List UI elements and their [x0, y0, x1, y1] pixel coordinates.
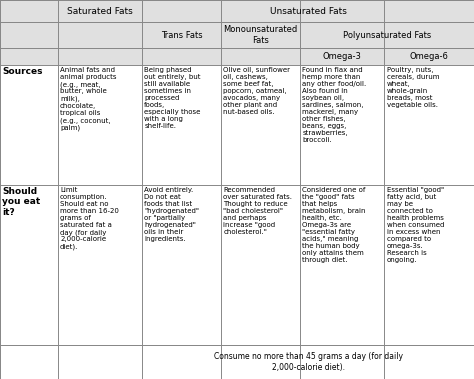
Bar [301, 22, 384, 48]
Text: Olive oil, sunflower
oil, cashews,
some beef fat,
popcorn, oatmeal,
avocados, ma: Olive oil, sunflower oil, cashews, some … [223, 67, 290, 115]
Text: Found in flax and
hemp more than
any other food/oil.
Also found in
soybean oil,
: Found in flax and hemp more than any oth… [302, 67, 366, 143]
Text: Polyunsaturated Fats: Polyunsaturated Fats [343, 30, 431, 39]
Text: Omega-3: Omega-3 [323, 52, 362, 61]
Text: Essential "good"
fatty acid, but
may be
connected to
health problems
when consum: Essential "good" fatty acid, but may be … [387, 187, 444, 263]
Text: Trans Fats: Trans Fats [161, 30, 202, 39]
Text: Poultry, nuts,
cereals, durum
wheat,
whole-grain
breads, most
vegetable oils.: Poultry, nuts, cereals, durum wheat, who… [387, 67, 439, 108]
Text: Omega-6: Omega-6 [410, 52, 449, 61]
Bar [0, 345, 474, 379]
Text: Unsaturated Fats: Unsaturated Fats [270, 6, 346, 16]
Text: Saturated Fats: Saturated Fats [67, 6, 133, 16]
Text: Considered one of
the "good" fats
that helps
metabolism, brain
health, etc.
Omeg: Considered one of the "good" fats that h… [302, 187, 366, 263]
Text: Animal fats and
animal products
(e.g., meat,
butter, whole
milk),
chocolate,
tro: Animal fats and animal products (e.g., m… [60, 67, 117, 131]
Bar [143, 345, 384, 379]
Text: Avoid entirely.
Do not eat
foods that list
"hydrogenated"
or "partially
hydrogen: Avoid entirely. Do not eat foods that li… [144, 187, 199, 242]
Bar [0, 185, 474, 345]
Text: Recommended
over saturated fats.
Thought to reduce
"bad cholesterol"
and perhaps: Recommended over saturated fats. Thought… [223, 187, 292, 235]
Bar [143, 1, 474, 21]
Bar [0, 22, 474, 48]
Bar [301, 23, 474, 47]
Text: Consume no more than 45 grams a day (for daily
2,000-calorie diet).: Consume no more than 45 grams a day (for… [214, 352, 402, 372]
Text: Sources: Sources [2, 67, 43, 76]
Bar [0, 65, 474, 185]
Text: Limit
consumption.
Should eat no
more than 16-20
grams of
saturated fat a
day (f: Limit consumption. Should eat no more th… [60, 187, 119, 250]
Bar [143, 0, 384, 22]
Text: Being phased
out entirely, but
still available
sometimes in
processed
foods,
esp: Being phased out entirely, but still ava… [144, 67, 201, 129]
Bar [0, 48, 474, 65]
Bar [0, 0, 474, 22]
Text: Monounsaturated
Fats: Monounsaturated Fats [224, 25, 298, 45]
Text: Should
you eat
it?: Should you eat it? [2, 187, 40, 217]
